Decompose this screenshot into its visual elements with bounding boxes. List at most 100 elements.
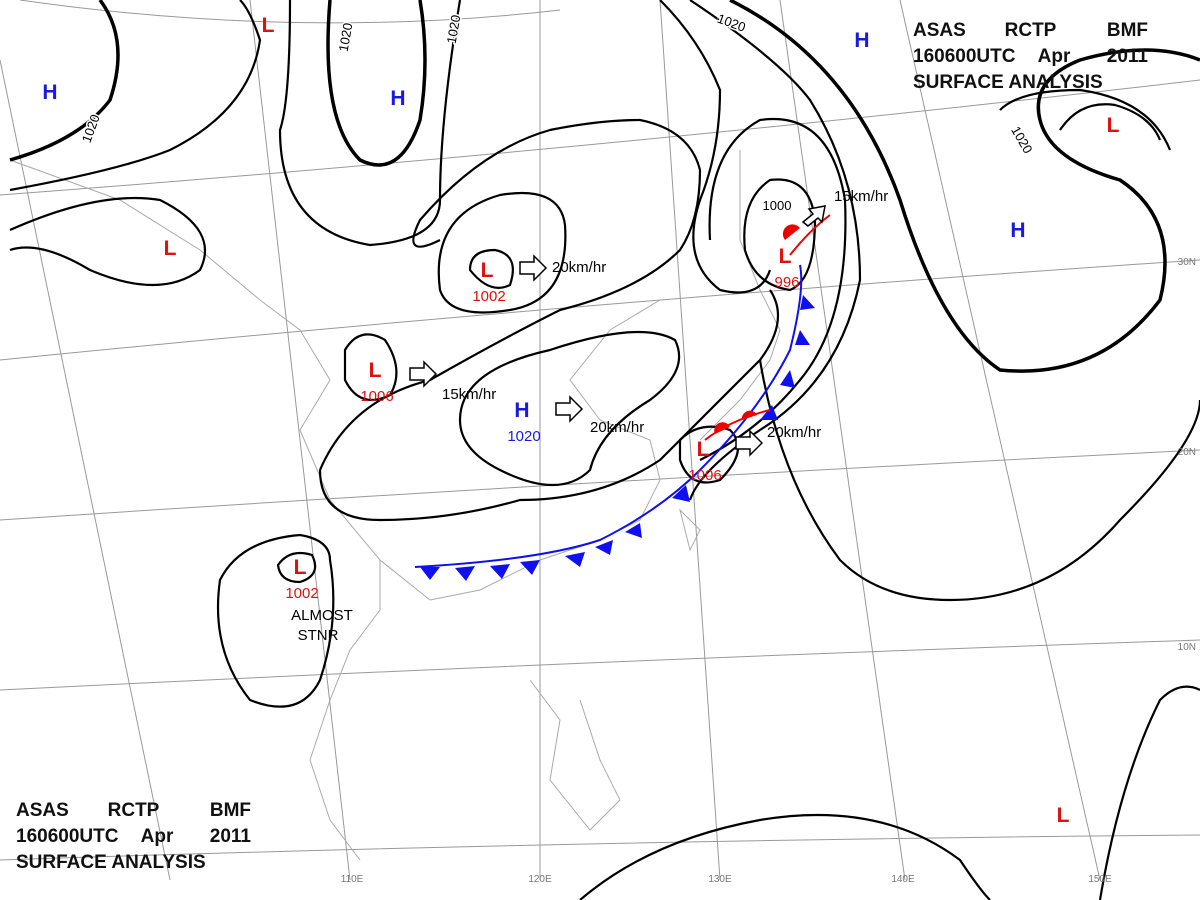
pressure-center: L	[697, 438, 710, 461]
warm-front	[704, 409, 771, 441]
pressure-center: L	[779, 245, 792, 268]
fronts	[414, 214, 831, 581]
header-text: SURFACE ANALYSIS	[16, 852, 206, 873]
header-text: RCTP	[108, 800, 160, 821]
isobar-label: 1020	[444, 14, 464, 45]
front-symbol	[625, 523, 642, 538]
latitude-line	[0, 259, 1200, 361]
header-text: 2011	[210, 826, 252, 847]
pressure-center: L	[262, 14, 275, 37]
isobar	[999, 88, 1172, 151]
motion-speed: 20km/hr	[552, 259, 606, 276]
isobar	[9, 0, 262, 192]
isobar-label: 1020	[336, 22, 356, 53]
pressure-value: 1006	[688, 467, 721, 484]
header-text: 160600UTC	[913, 46, 1016, 67]
pressure-center: L	[369, 359, 382, 382]
coastline	[699, 150, 781, 441]
isobar	[579, 813, 991, 900]
isobar	[758, 359, 1200, 602]
note: STNR	[298, 627, 339, 644]
longitude-label: 120E	[528, 874, 552, 885]
longitude-line	[249, 0, 351, 881]
front-symbol	[490, 564, 510, 579]
isobar-label: 1000	[763, 198, 792, 213]
isobar	[343, 333, 398, 402]
isobar	[9, 0, 120, 162]
latitude-line	[0, 79, 1200, 196]
pressure-center: H	[390, 87, 405, 110]
graticule	[0, 0, 1200, 881]
isobar	[9, 196, 207, 286]
header-text: ASAS	[16, 800, 69, 821]
motion-speed: 20km/hr	[767, 424, 821, 441]
front-symbol	[420, 567, 440, 580]
header-text: Apr	[141, 826, 174, 847]
pressure-center: H	[514, 399, 529, 422]
header-text: ASAS	[913, 20, 966, 41]
coastlines	[9, 150, 781, 861]
coastline	[9, 159, 381, 861]
header-text: RCTP	[1005, 20, 1057, 41]
note: ALMOST	[291, 607, 353, 624]
front-symbol	[672, 485, 690, 502]
header-text: 2011	[1107, 46, 1149, 67]
isobar	[1059, 103, 1162, 141]
pressure-center: L	[294, 556, 307, 579]
motion-arrow	[555, 395, 584, 423]
header-text: BMF	[1107, 20, 1148, 41]
longitude-label: 140E	[891, 874, 915, 885]
isobar	[659, 0, 772, 294]
isobar	[318, 118, 702, 471]
front-symbol	[795, 330, 810, 345]
motion-arrow	[801, 205, 826, 227]
front-symbol	[741, 410, 757, 420]
header-text: 160600UTC	[16, 826, 119, 847]
pressure-value: 1002	[285, 585, 318, 602]
warm-front	[789, 214, 831, 256]
front-symbol	[800, 295, 815, 310]
front-symbol	[780, 370, 795, 388]
header-text: SURFACE ANALYSIS	[913, 72, 1103, 93]
isobar	[1098, 685, 1200, 900]
pressure-center: H	[42, 81, 57, 104]
isobar	[699, 117, 847, 461]
isobar	[468, 248, 514, 289]
isobar	[276, 551, 317, 584]
isobar	[326, 0, 427, 167]
pressure-value: 1006	[360, 388, 393, 405]
isobar	[278, 0, 462, 247]
longitude-line	[659, 0, 721, 881]
latitude-line	[0, 449, 1200, 521]
motion-speed: 15km/hr	[442, 386, 496, 403]
longitude-line	[899, 0, 1101, 881]
coastline	[679, 508, 701, 552]
front-symbol	[714, 422, 730, 434]
motion-arrow	[735, 429, 764, 457]
latitude-line	[0, 639, 1200, 691]
longitude-label: 130E	[708, 874, 732, 885]
latitude-line	[19, 0, 561, 24]
longitude-line	[779, 0, 906, 881]
longitude-label: 110E	[341, 874, 364, 885]
motion-speed: 15km/hr	[834, 188, 888, 205]
latitude-label: 20N	[1178, 447, 1196, 458]
front-symbol	[455, 566, 475, 581]
pressure-center: H	[854, 29, 869, 52]
front-symbol	[595, 540, 613, 555]
motion-arrows	[409, 205, 826, 457]
front-symbol	[760, 405, 778, 420]
isobar	[216, 533, 335, 708]
pressure-value: 996	[774, 274, 799, 291]
pressure-center: L	[164, 237, 177, 260]
cold-front	[414, 264, 803, 568]
motion-arrow	[519, 254, 548, 282]
isobar	[729, 0, 1200, 373]
longitude-label: 150E	[1088, 874, 1112, 885]
latitude-label: 30N	[1178, 257, 1196, 268]
latitude-line	[0, 834, 1200, 861]
isobars	[9, 0, 1200, 900]
